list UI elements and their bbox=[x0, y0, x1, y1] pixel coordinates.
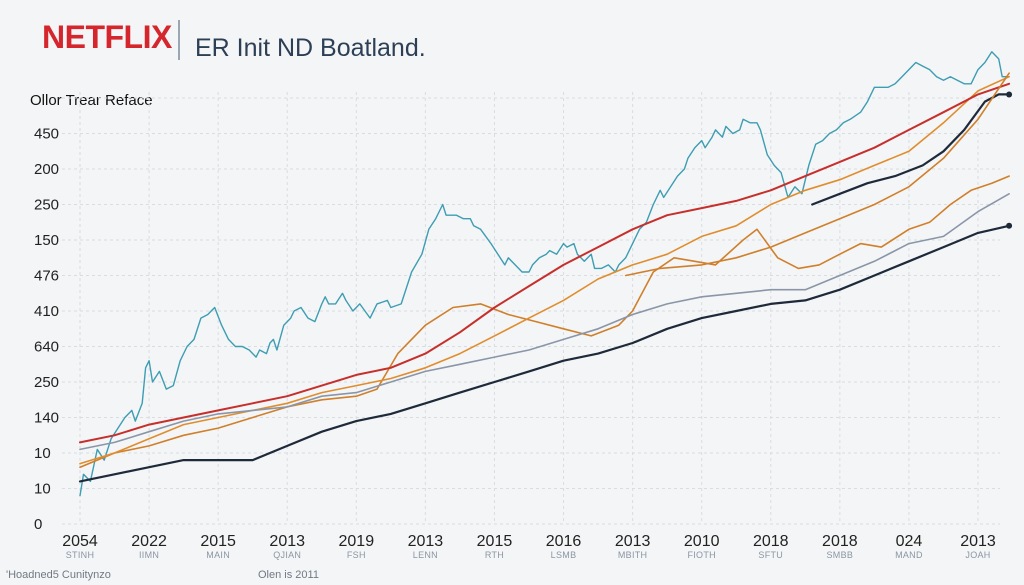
footer-center-text: Olen is 2011 bbox=[258, 569, 319, 581]
header-divider bbox=[178, 20, 180, 60]
x-axis-ticks: 2054STINH2022IIMN2015MAIN2013QJIAN2019FS… bbox=[62, 533, 996, 560]
series-line-4 bbox=[79, 82, 1011, 444]
footer-left-text: 'Hoadned5 Cunitynzo bbox=[6, 569, 111, 581]
x-tick-label: 2015 bbox=[477, 533, 513, 550]
y-tick-label: 200 bbox=[34, 161, 59, 178]
y-axis-ticks: 0 10 10 140 250 640 410 476 150 250 200 450 bbox=[34, 126, 59, 534]
x-tick-label: 2054 bbox=[62, 533, 98, 550]
x-tick-sublabel: JOAH bbox=[965, 550, 990, 560]
y-tick-label: 10 bbox=[34, 445, 51, 462]
x-tick-label: 2013 bbox=[615, 533, 651, 550]
x-tick-sublabel: QJIAN bbox=[273, 550, 301, 560]
series-line-6 bbox=[78, 224, 1011, 483]
y-tick-label: 410 bbox=[34, 303, 59, 320]
x-tick-sublabel: FSH bbox=[347, 550, 366, 560]
x-tick-sublabel: MAIN bbox=[206, 550, 230, 560]
x-tick-sublabel: LENN bbox=[413, 550, 438, 560]
series-line-8 bbox=[624, 72, 1010, 277]
series-end-point bbox=[1006, 222, 1013, 229]
x-tick-label: 2013 bbox=[269, 533, 305, 550]
x-tick-sublabel: IIMN bbox=[139, 550, 159, 560]
y-tick-label: 476 bbox=[34, 268, 59, 285]
x-tick-label: 2022 bbox=[131, 533, 167, 550]
x-tick-sublabel: STINH bbox=[66, 550, 95, 560]
y-tick-label: 150 bbox=[34, 232, 59, 249]
y-tick-label: 140 bbox=[34, 410, 59, 427]
x-tick-sublabel: MAND bbox=[895, 550, 923, 560]
y-tick-label: 10 bbox=[34, 481, 51, 498]
chart-title: ER Init ND Boatland. bbox=[195, 34, 426, 62]
series-line-3 bbox=[79, 75, 1010, 465]
x-tick-label: 2015 bbox=[200, 533, 236, 550]
x-tick-label: 2010 bbox=[684, 533, 720, 550]
netflix-logo: NETFLIX bbox=[42, 19, 173, 55]
x-tick-label: 2016 bbox=[546, 533, 582, 550]
x-tick-label: 2013 bbox=[408, 533, 444, 550]
y-tick-label: 250 bbox=[34, 374, 59, 391]
y-tick-label: 640 bbox=[34, 339, 59, 356]
series-line-5 bbox=[79, 193, 1010, 451]
y-tick-label: 250 bbox=[34, 197, 59, 214]
x-tick-sublabel: FIOTH bbox=[687, 550, 716, 560]
x-tick-label: 024 bbox=[896, 533, 923, 550]
x-tick-label: 2019 bbox=[339, 533, 375, 550]
x-tick-sublabel: RTH bbox=[485, 550, 504, 560]
x-tick-sublabel: SFTU bbox=[758, 550, 783, 560]
x-tick-sublabel: LSMB bbox=[551, 550, 577, 560]
x-tick-sublabel: MBITH bbox=[618, 550, 648, 560]
x-tick-label: 2013 bbox=[960, 533, 996, 550]
y-tick-label: 450 bbox=[34, 126, 59, 143]
x-tick-label: 2018 bbox=[822, 533, 858, 550]
series-line-1 bbox=[79, 51, 1010, 497]
y-axis-title: Ollor Trear Reface bbox=[30, 92, 153, 109]
series-layer bbox=[78, 51, 1013, 497]
y-tick-label: 0 bbox=[34, 516, 42, 533]
x-tick-sublabel: SMBB bbox=[826, 550, 853, 560]
x-tick-label: 2018 bbox=[753, 533, 789, 550]
series-end-point bbox=[1006, 91, 1013, 98]
